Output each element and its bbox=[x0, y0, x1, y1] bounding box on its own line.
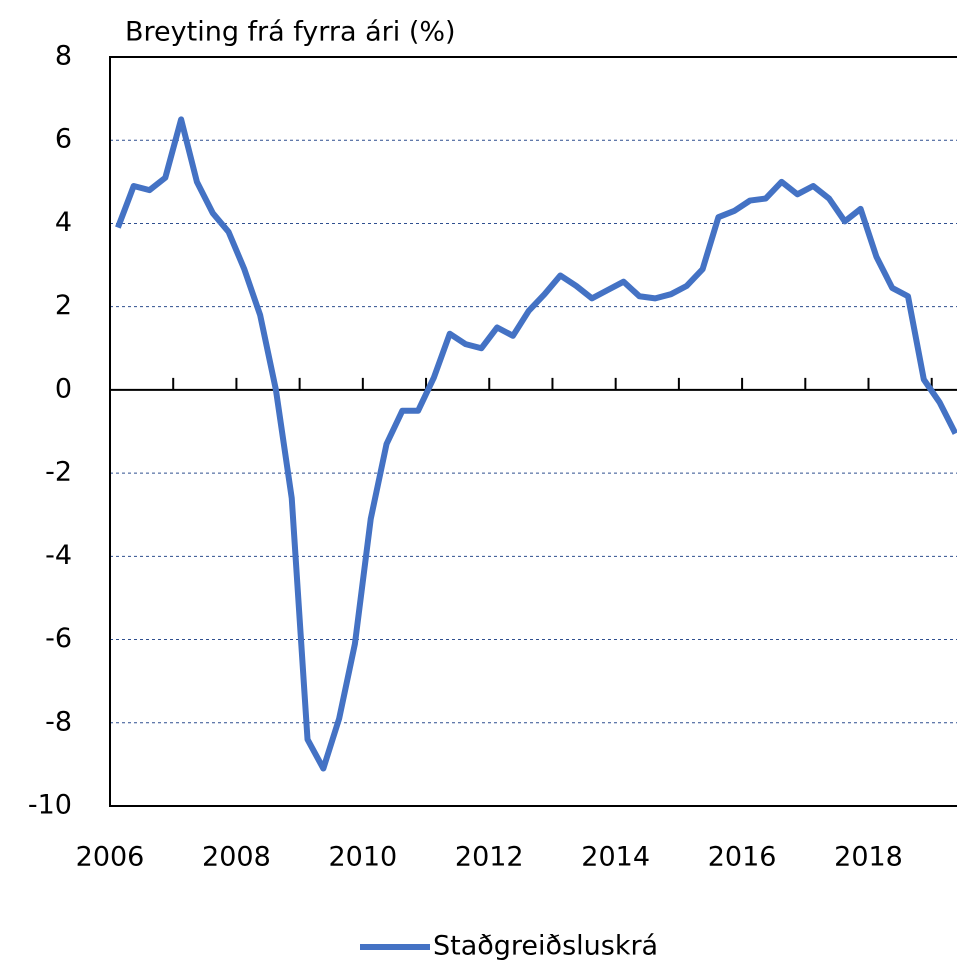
x-tick-label: 2018 bbox=[834, 842, 903, 873]
y-tick-label: -4 bbox=[45, 540, 72, 571]
y-tick-label: -8 bbox=[45, 706, 72, 737]
y-tick-label: 2 bbox=[55, 290, 72, 321]
x-tick-label: 2016 bbox=[708, 842, 777, 873]
y-tick-label: 4 bbox=[55, 207, 72, 238]
y-tick-label: -10 bbox=[28, 790, 72, 821]
x-tick-label: 2014 bbox=[581, 842, 650, 873]
x-tick-label: 2008 bbox=[202, 842, 271, 873]
plot-frame bbox=[109, 56, 957, 807]
y-tick-label: 8 bbox=[55, 41, 72, 72]
x-tick-label: 2010 bbox=[328, 842, 397, 873]
y-tick-label: 0 bbox=[55, 373, 72, 404]
x-tick-label: 2012 bbox=[455, 842, 524, 873]
y-tick-label: -6 bbox=[45, 623, 72, 654]
data-line bbox=[115, 116, 957, 772]
y-tick-label: 6 bbox=[55, 124, 72, 155]
legend-label: Staðgreiðsluskrá bbox=[433, 931, 658, 962]
x-tick-label: 2006 bbox=[76, 842, 145, 873]
y-tick-label: -2 bbox=[45, 457, 72, 488]
chart-title: Breyting frá fyrra ári (%) bbox=[125, 17, 456, 48]
